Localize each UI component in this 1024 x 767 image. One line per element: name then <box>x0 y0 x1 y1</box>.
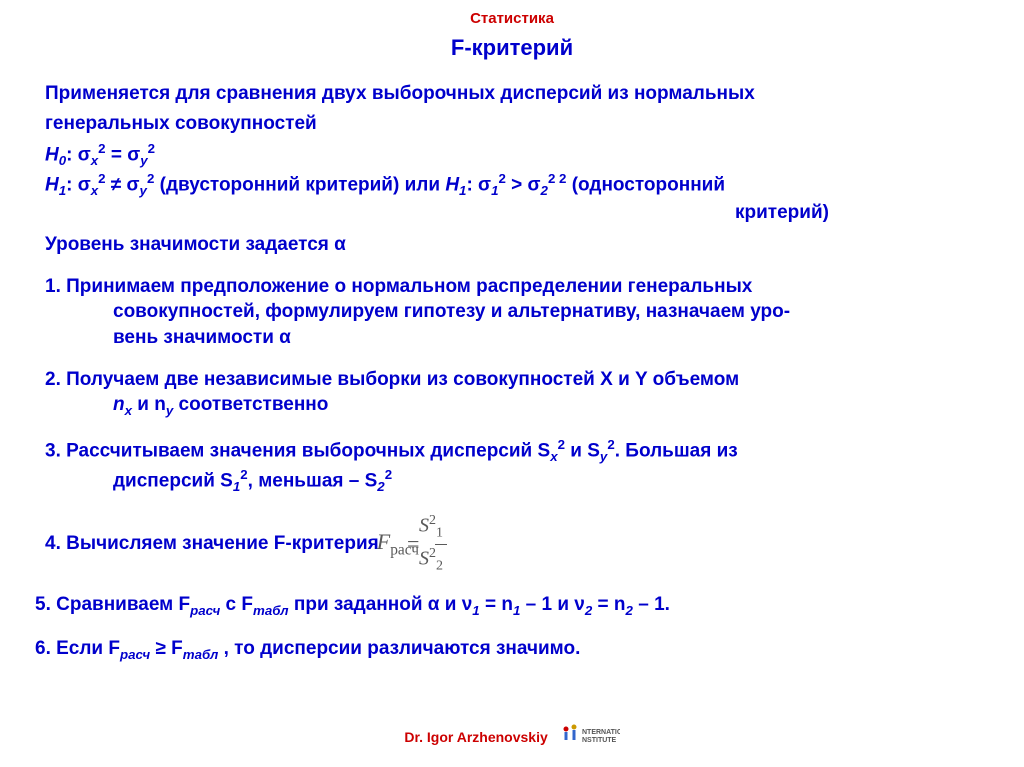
intro-line2: генеральных совокупностей <box>45 111 979 137</box>
step-5: 5. Сравниваем Fрасч с Fтабл при заданной… <box>45 592 979 620</box>
hypothesis-h0: H0: σx2 = σy2 <box>45 140 979 170</box>
slide-content: Применяется для сравнения двух выборочны… <box>0 61 1024 664</box>
step-3: 3. Рассчитываем значения выборочных дисп… <box>45 436 979 496</box>
svg-text:NSTITUTE: NSTITUTE <box>582 737 617 744</box>
svg-text:NTERNATIONAL: NTERNATIONAL <box>582 729 620 736</box>
hypothesis-h1: H1: σx2 ≠ σy2 (двусторонний критерий) ил… <box>45 170 979 200</box>
footer: Dr. Igor Arzhenovskiy NTERNATIONAL NSTIT… <box>0 720 1024 745</box>
hypothesis-h1-tail: критерий) <box>45 200 979 226</box>
institute-logo-icon: NTERNATIONAL NSTITUTE <box>560 724 620 749</box>
f-formula: Fрасч = S21 S22 <box>397 512 447 576</box>
step-2: 2. Получаем две независимые выборки из с… <box>45 367 979 420</box>
slide-title: F-критерий <box>0 35 1024 61</box>
slide-topic: Статистика <box>0 0 1024 27</box>
intro-line1: Применяется для сравнения двух выборочны… <box>45 81 979 107</box>
step-4: 4. Вычисляем значение F-критерия Fрасч =… <box>45 512 979 576</box>
significance-level: Уровень значимости задается α <box>45 232 979 258</box>
step-6: 6. Если Fрасч ≥ Fтабл , то дисперсии раз… <box>45 636 979 664</box>
step-1: 1. Принимаем предположение о нормальном … <box>45 274 979 351</box>
author-name: Dr. Igor Arzhenovskiy <box>404 729 547 745</box>
